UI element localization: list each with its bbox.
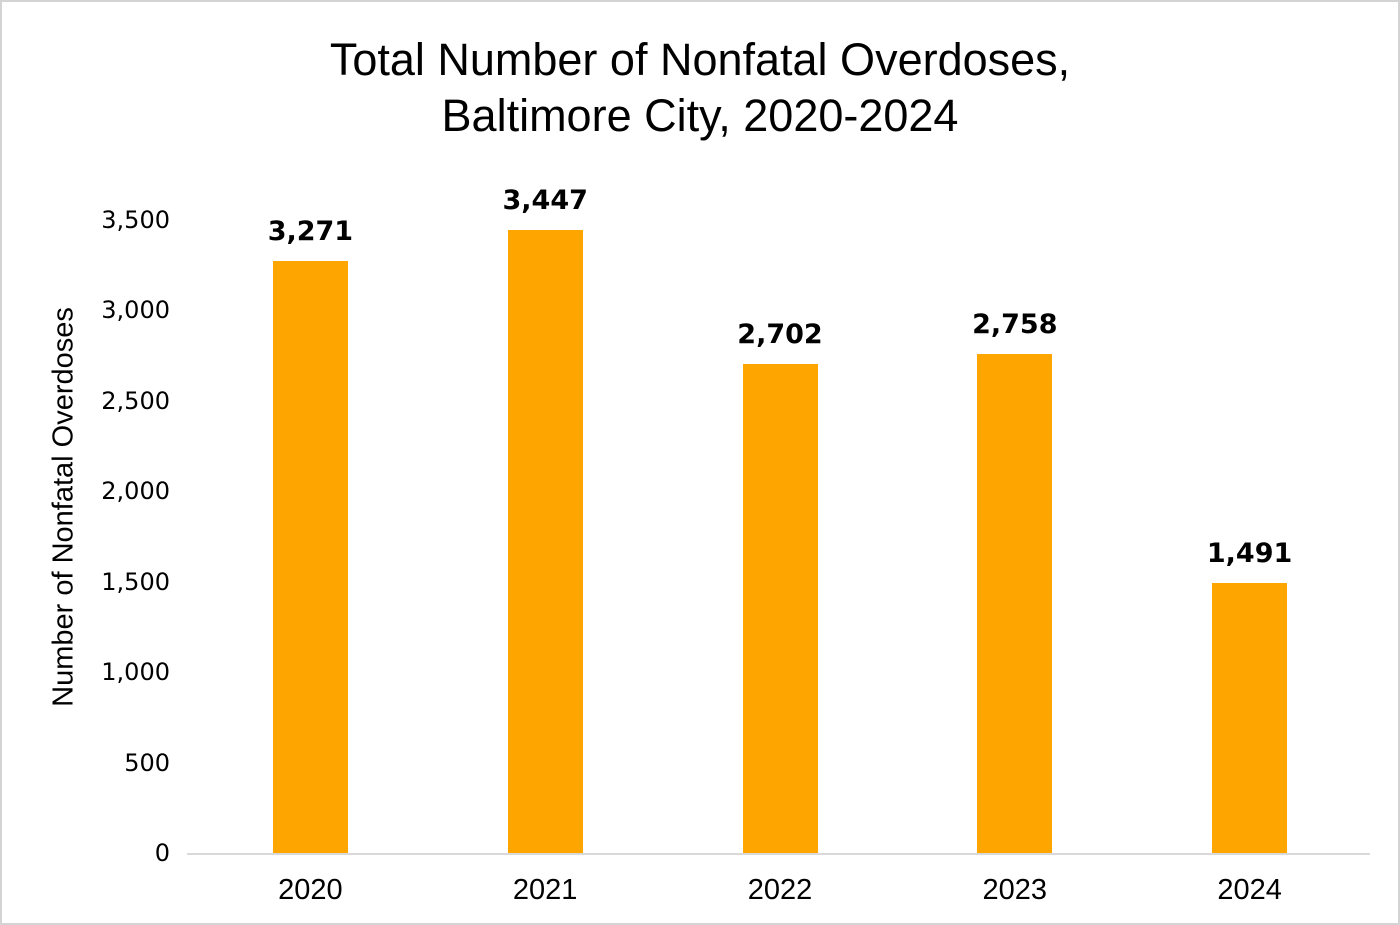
bar-2024 xyxy=(1212,583,1288,853)
y-tick-label: 2,500 xyxy=(101,386,170,415)
y-tick-label: 1,500 xyxy=(101,567,170,596)
y-tick-label: 0 xyxy=(154,839,170,867)
x-tick-label: 2020 xyxy=(278,874,343,906)
y-tick-label: 500 xyxy=(124,748,170,777)
bar-value-label: 2,758 xyxy=(972,309,1058,341)
bar-2020 xyxy=(272,261,348,853)
x-tick-label: 2021 xyxy=(512,874,578,906)
bar-value-label: 3,271 xyxy=(267,216,354,248)
bar-value-label: 1,491 xyxy=(1206,538,1293,570)
bar-2023 xyxy=(977,354,1053,853)
y-tick-label: 3,000 xyxy=(101,296,170,325)
bar-value-label: 2,702 xyxy=(737,319,823,351)
bar-2021 xyxy=(507,229,583,853)
bar-value-label: 3,447 xyxy=(502,184,588,216)
chart-title-line-1: Total Number of Nonfatal Overdoses, xyxy=(329,34,1071,85)
y-tick-label: 3,500 xyxy=(101,206,170,234)
y-tick-label: 2,000 xyxy=(101,477,170,506)
x-tick-label: 2022 xyxy=(747,874,813,906)
bar-2022 xyxy=(742,364,818,853)
y-tick-label: 1,000 xyxy=(101,658,170,687)
chart-title: Total Number of Nonfatal Overdoses, Balt… xyxy=(2,32,1398,145)
chart-title-line-2: Baltimore City, 2020-2024 xyxy=(441,90,959,142)
x-axis-line xyxy=(187,853,1370,855)
y-axis-title: Number of Nonfatal Overdoses xyxy=(47,307,80,707)
x-tick-label: 2023 xyxy=(982,874,1048,906)
x-tick-label: 2024 xyxy=(1217,874,1282,906)
